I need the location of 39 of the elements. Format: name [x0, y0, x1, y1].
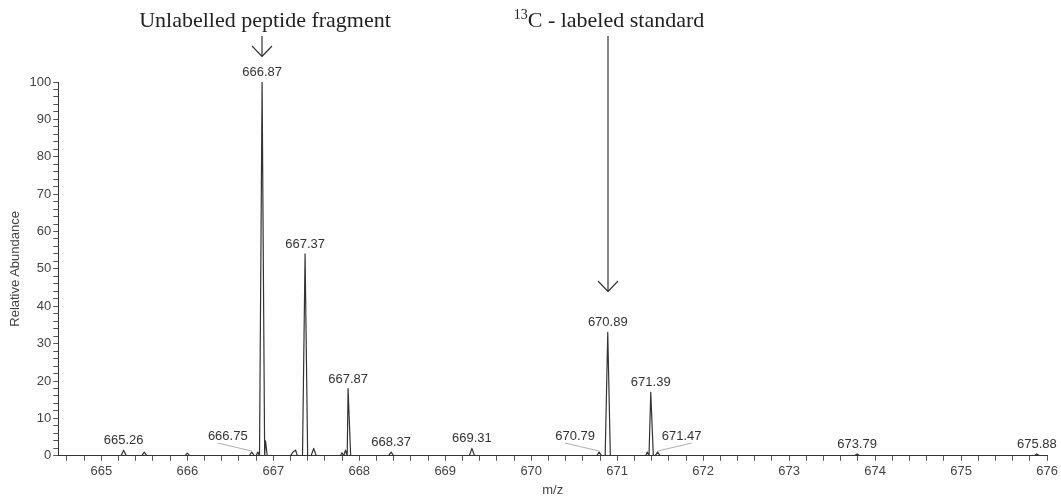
text: Unlabelled peptide fragment [139, 7, 391, 32]
x-tick-label: 672 [692, 463, 715, 479]
annotation: 675.88 [1016, 435, 1057, 451]
x-axis-title: m/z [542, 481, 564, 497]
annotation: 671.47 [661, 428, 702, 444]
x-tick-label: 669 [434, 463, 457, 479]
x-tick-label: 670 [520, 463, 543, 479]
y-tick-label: 80 [36, 148, 52, 164]
x-tick-label: 667 [262, 463, 285, 479]
x-tick-label: 665 [90, 463, 113, 479]
annotation: 670.89 [587, 314, 628, 330]
annotation: 665.26 [103, 432, 144, 448]
annotation: 668.37 [371, 434, 411, 450]
x-tick-label: 676 [1036, 463, 1059, 479]
x-tick-label: 674 [864, 463, 887, 479]
y-tick-label: 100 [29, 73, 52, 89]
y-tick-label: 70 [36, 185, 52, 201]
y-tick-label: 20 [36, 372, 52, 388]
annotation: 666.87 [242, 64, 282, 79]
y-tick-label: 0 [44, 447, 52, 463]
annotation: 667.37 [285, 235, 325, 251]
annotation: 666.75 [207, 428, 248, 444]
annotation: 670.79 [555, 428, 596, 444]
annotation: 671.39 [630, 374, 671, 390]
y-tick-label: 30 [36, 335, 52, 351]
x-tick-label: 666 [176, 463, 199, 479]
x-tick-label: 668 [348, 463, 371, 479]
annotation: 667.87 [328, 370, 368, 386]
y-tick-label: 10 [36, 410, 52, 425]
y-tick-label: 90 [36, 110, 52, 126]
x-tick-label: 671 [606, 463, 629, 479]
x-tick-label: 673 [778, 463, 801, 479]
annotation: 669.31 [452, 430, 492, 446]
y-tick-label: 50 [36, 260, 52, 276]
y-tick-label: 60 [36, 223, 52, 239]
y-tick-label: 40 [36, 297, 52, 313]
x-tick-label: 675 [950, 463, 973, 479]
y-axis-title: Relative Abundance [7, 211, 23, 327]
annotation: 673.79 [837, 435, 877, 451]
